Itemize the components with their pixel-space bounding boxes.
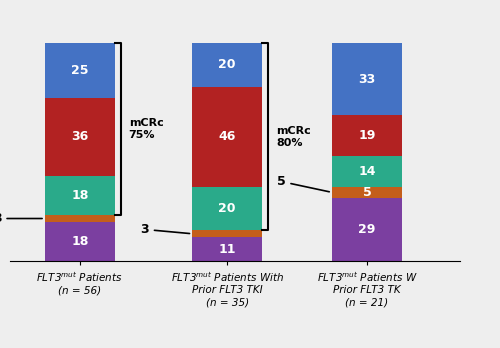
Text: 29: 29 [358,223,376,236]
Text: 3: 3 [0,212,42,225]
Text: mCRc
75%: mCRc 75% [128,118,164,140]
Text: mCRc
80%: mCRc 80% [276,126,311,148]
Bar [192,43,262,87]
Text: 18: 18 [71,189,88,202]
Bar [45,176,114,215]
Bar [45,43,114,97]
Bar [332,115,402,156]
Text: 33: 33 [358,73,376,86]
Bar [192,87,262,187]
Bar [332,198,402,261]
Bar [45,222,114,261]
Bar [332,187,402,198]
Text: 18: 18 [71,235,88,248]
Bar [332,43,402,115]
Text: 3: 3 [140,223,190,236]
Text: 20: 20 [218,58,236,71]
Text: 46: 46 [218,130,236,143]
Bar [45,215,114,222]
Text: 5: 5 [362,186,372,199]
Bar [45,97,114,176]
Bar [192,230,262,237]
Text: 20: 20 [218,202,236,215]
Bar [192,187,262,230]
Text: 5: 5 [276,175,330,192]
Text: 36: 36 [71,130,88,143]
Text: 11: 11 [218,243,236,255]
Bar [192,237,262,261]
Text: 19: 19 [358,129,376,142]
Text: 14: 14 [358,165,376,178]
Text: 25: 25 [71,64,88,77]
Bar [332,156,402,187]
